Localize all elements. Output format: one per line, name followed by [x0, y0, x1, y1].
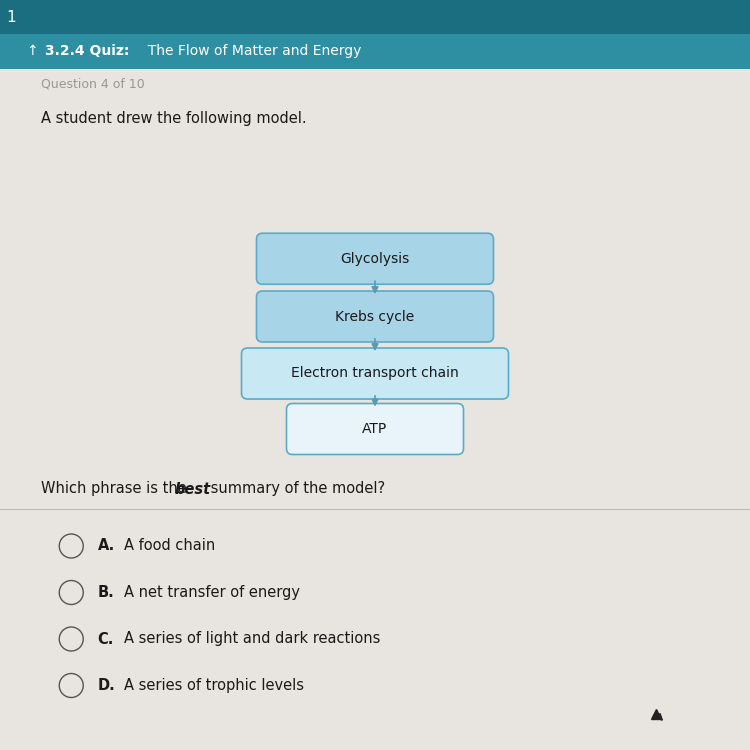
Text: best: best — [175, 482, 211, 496]
Text: A series of light and dark reactions: A series of light and dark reactions — [124, 632, 380, 646]
Text: A series of trophic levels: A series of trophic levels — [124, 678, 304, 693]
Text: D.: D. — [98, 678, 116, 693]
Text: A.: A. — [98, 538, 115, 554]
Text: Electron transport chain: Electron transport chain — [291, 367, 459, 380]
Text: The Flow of Matter and Energy: The Flow of Matter and Energy — [139, 44, 362, 58]
Text: Question 4 of 10: Question 4 of 10 — [41, 77, 145, 91]
FancyBboxPatch shape — [286, 404, 464, 454]
Text: A student drew the following model.: A student drew the following model. — [41, 111, 307, 126]
Text: summary of the model?: summary of the model? — [206, 482, 386, 496]
Text: C.: C. — [98, 632, 114, 646]
FancyBboxPatch shape — [256, 291, 494, 342]
FancyBboxPatch shape — [256, 233, 494, 284]
Text: A food chain: A food chain — [124, 538, 215, 554]
Text: ATP: ATP — [362, 422, 388, 436]
Bar — [0, 34, 750, 69]
Text: B.: B. — [98, 585, 114, 600]
FancyBboxPatch shape — [242, 348, 509, 399]
Text: ↑: ↑ — [26, 44, 38, 58]
Text: 3.2.4 Quiz:: 3.2.4 Quiz: — [45, 44, 129, 58]
Text: Glycolysis: Glycolysis — [340, 252, 410, 266]
Text: Which phrase is the: Which phrase is the — [41, 482, 192, 496]
Text: A net transfer of energy: A net transfer of energy — [124, 585, 300, 600]
Bar — [0, 0, 750, 34]
Text: 1: 1 — [6, 10, 16, 25]
Text: Krebs cycle: Krebs cycle — [335, 310, 415, 323]
